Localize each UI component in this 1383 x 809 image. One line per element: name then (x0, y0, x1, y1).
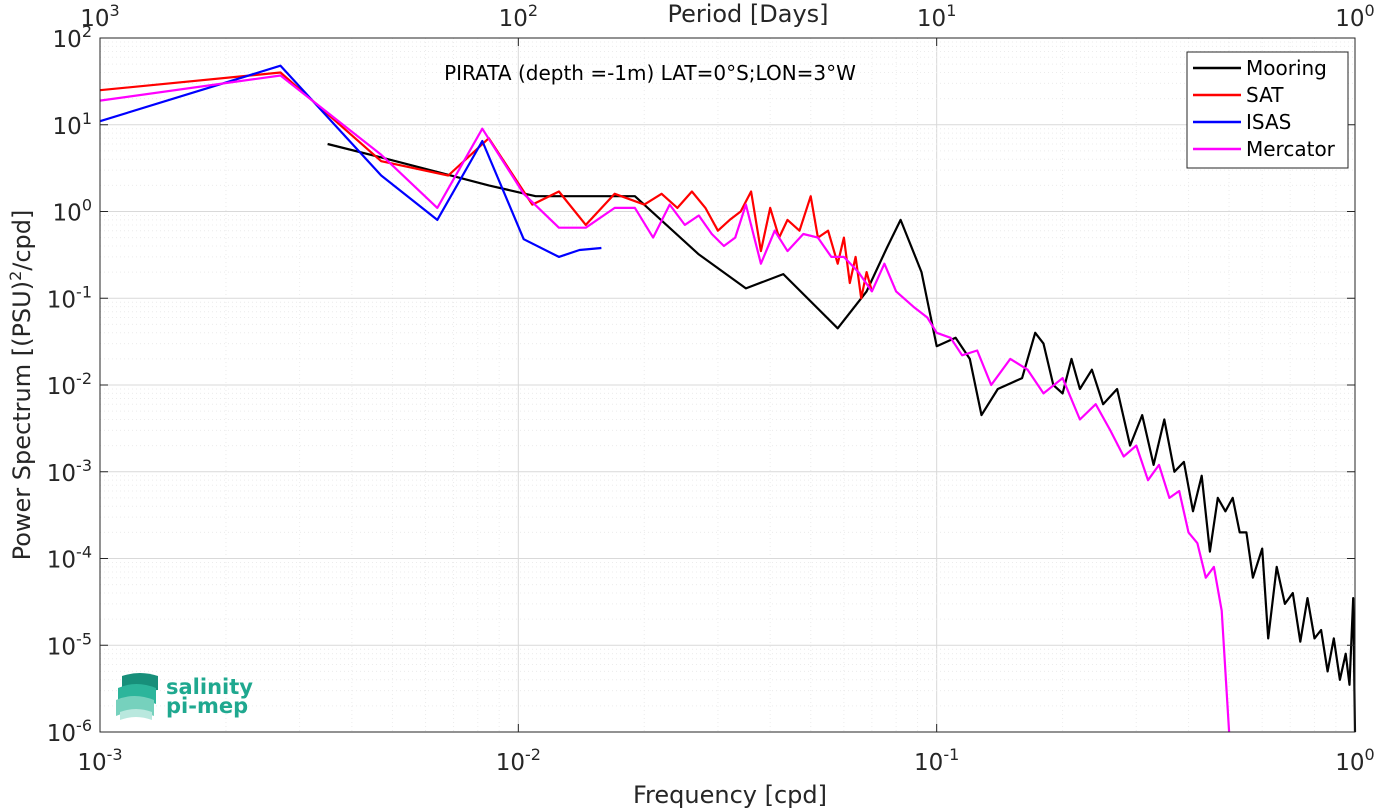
y-label-part2: /cpd] (8, 210, 36, 271)
x-tick-label-base: 10 (1335, 750, 1364, 776)
y-tick-label: 10-3 (47, 456, 92, 487)
top-tick-label-exp: 2 (528, 1, 538, 20)
y-tick-label: 10-2 (47, 369, 92, 400)
x-tick-label-exp: -2 (525, 745, 541, 764)
x-tick-label-exp: -1 (943, 745, 959, 764)
salinity-pi-mep-logo: salinity pi-mep (116, 673, 253, 720)
y-tick-label-base: 10 (47, 721, 76, 747)
y-tick-label-exp: -5 (76, 629, 92, 648)
legend: Mooring SAT ISAS Mercator (1186, 51, 1349, 169)
x-tick-label: 10-3 (77, 745, 122, 776)
series-line-sat (99, 71, 873, 300)
y-tick-label: 101 (53, 109, 92, 140)
top-tick-label-base: 10 (499, 6, 528, 32)
logo-line1: salinity (166, 675, 253, 699)
top-tick-label-exp: 1 (946, 1, 956, 20)
y-tick-label-base: 10 (53, 201, 82, 227)
series-line-mooring (327, 142, 1357, 733)
logo-line2: pi-mep (166, 694, 248, 718)
legend-label-sat: SAT (1246, 83, 1284, 107)
top-tick-label: 101 (917, 1, 956, 32)
y-tick-label-exp: -6 (76, 716, 92, 735)
y-tick-label-exp: 1 (82, 109, 92, 128)
x-tick-label-base: 10 (496, 750, 525, 776)
y-tick-label: 10-6 (47, 716, 92, 747)
y-tick-label-base: 10 (53, 114, 82, 140)
x-tick-label: 100 (1335, 745, 1374, 776)
legend-label-mercator: Mercator (1246, 137, 1336, 161)
y-tick-label: 10-4 (47, 543, 92, 574)
y-tick-label-base: 10 (47, 634, 76, 660)
y-tick-label-exp: -3 (76, 456, 92, 475)
top-tick-label: 100 (1335, 1, 1374, 32)
y-label-sup: 2 (6, 271, 25, 281)
top-axis-label: Period [Days] (667, 0, 828, 28)
y-tick-label-exp: 2 (82, 22, 92, 41)
y-tick-label-base: 10 (47, 374, 76, 400)
series-line-mercator (99, 74, 1231, 733)
y-tick-label: 102 (53, 22, 92, 53)
y-tick-label-exp: -2 (76, 369, 92, 388)
y-tick-label-base: 10 (53, 27, 82, 53)
y-tick-label-exp: -4 (76, 543, 92, 562)
top-tick-label-base: 10 (917, 6, 946, 32)
top-tick-label-exp: 3 (110, 1, 120, 20)
legend-label-isas: ISAS (1246, 110, 1291, 134)
logo-waves-icon (116, 673, 158, 720)
legend-label-mooring: Mooring (1246, 56, 1327, 80)
y-label-part1: Power Spectrum [(PSU) (8, 281, 36, 560)
x-tick-label-exp: 0 (1365, 745, 1375, 764)
y-tick-label: 10-1 (47, 282, 92, 313)
y-tick-label-base: 10 (47, 461, 76, 487)
x-tick-label-base: 10 (77, 750, 106, 776)
y-tick-label-exp: 0 (82, 196, 92, 215)
y-axis-label: Power Spectrum [(PSU)2/cpd] (6, 210, 36, 561)
x-tick-label: 10-2 (496, 745, 541, 776)
y-tick-label-base: 10 (47, 548, 76, 574)
y-tick-label: 10-5 (47, 629, 92, 660)
x-tick-label: 10-1 (914, 745, 959, 776)
x-tick-label-exp: -3 (107, 745, 123, 764)
top-tick-label-exp: 0 (1365, 1, 1375, 20)
y-tick-label-base: 10 (47, 287, 76, 313)
y-tick-label-exp: -1 (76, 282, 92, 301)
x-tick-label-base: 10 (914, 750, 943, 776)
y-tick-label: 100 (53, 196, 92, 227)
top-tick-label: 102 (499, 1, 538, 32)
series-layer (99, 64, 1357, 733)
top-tick-label-base: 10 (80, 6, 109, 32)
chart-title: PIRATA (depth =-1m) LAT=0°S;LON=3°W (444, 61, 856, 85)
x-axis-label: Frequency [cpd] (633, 781, 827, 809)
top-tick-label-base: 10 (1335, 6, 1364, 32)
top-tick-label: 103 (80, 1, 119, 32)
